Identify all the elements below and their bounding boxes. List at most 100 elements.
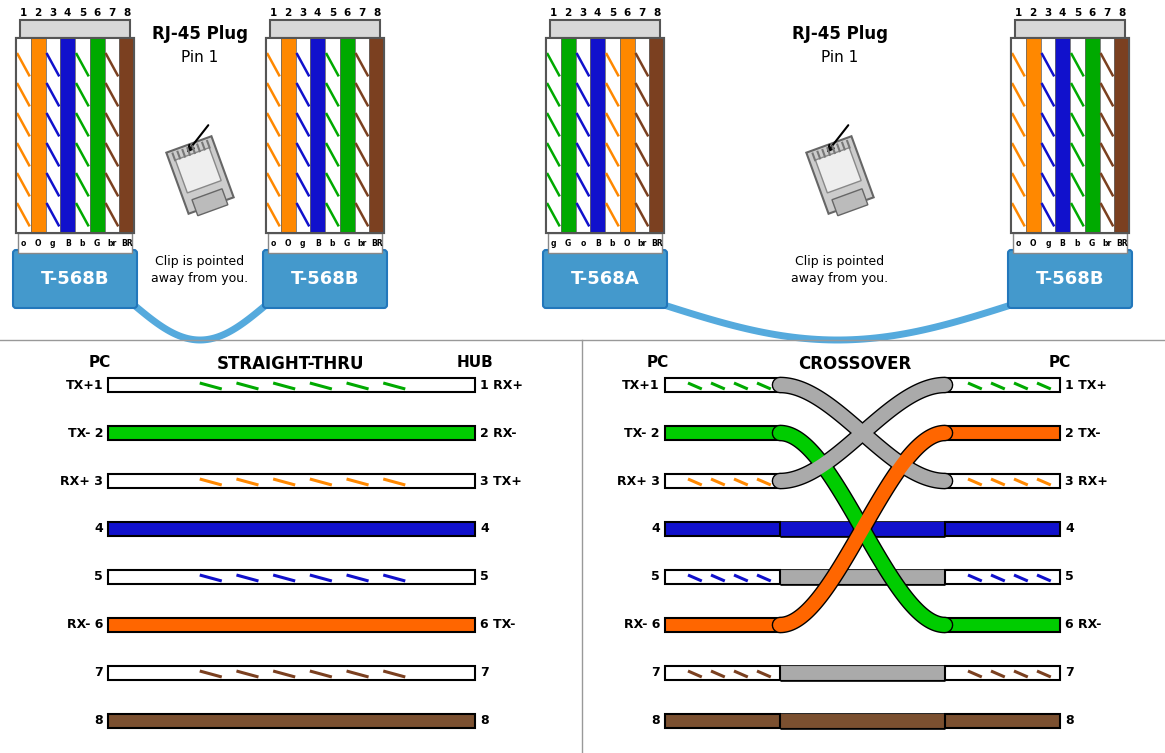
Text: 2: 2 — [284, 8, 291, 18]
Text: 7: 7 — [651, 666, 661, 679]
Polygon shape — [176, 148, 221, 193]
Bar — [119, 38, 134, 233]
Bar — [45, 38, 61, 233]
Text: PC: PC — [89, 355, 111, 370]
Bar — [665, 474, 781, 488]
Text: BR: BR — [651, 239, 663, 248]
FancyBboxPatch shape — [263, 250, 387, 308]
Bar — [665, 522, 781, 536]
Text: TX- 2: TX- 2 — [624, 426, 661, 440]
Polygon shape — [806, 136, 874, 214]
Bar — [665, 714, 781, 728]
Bar — [266, 38, 384, 233]
Text: BR: BR — [370, 239, 382, 248]
Text: g: g — [551, 239, 556, 248]
Text: 4: 4 — [1065, 523, 1074, 535]
Bar — [945, 618, 1060, 632]
Bar — [310, 38, 325, 233]
Bar — [266, 38, 384, 233]
Text: 2: 2 — [1030, 8, 1037, 18]
Bar — [1015, 20, 1125, 38]
Text: 8: 8 — [123, 8, 130, 18]
Text: g: g — [1045, 239, 1051, 248]
Bar — [105, 38, 119, 233]
Bar — [945, 426, 1060, 440]
Text: br: br — [1102, 239, 1111, 248]
Text: 6: 6 — [344, 8, 351, 18]
Text: Clip is pointed: Clip is pointed — [155, 255, 245, 268]
Text: 1: 1 — [20, 8, 27, 18]
Bar — [20, 20, 130, 38]
Text: O: O — [285, 239, 291, 248]
Text: Pin 1: Pin 1 — [182, 50, 219, 65]
Bar — [340, 38, 354, 233]
Text: TX+1: TX+1 — [65, 379, 103, 392]
Bar — [546, 38, 560, 233]
Bar — [635, 38, 649, 233]
FancyBboxPatch shape — [1008, 250, 1132, 308]
Text: B: B — [65, 239, 71, 248]
Text: 7: 7 — [1065, 666, 1074, 679]
Text: BR: BR — [121, 239, 133, 248]
Bar — [945, 522, 1060, 536]
Polygon shape — [832, 189, 868, 215]
Text: B: B — [595, 239, 600, 248]
Text: 6: 6 — [1088, 8, 1096, 18]
Text: O: O — [1030, 239, 1037, 248]
Bar — [945, 378, 1060, 392]
Bar — [620, 38, 635, 233]
Polygon shape — [167, 136, 234, 214]
Text: 3: 3 — [579, 8, 586, 18]
Text: RX- 6: RX- 6 — [66, 618, 103, 632]
Text: TX- 2: TX- 2 — [68, 426, 103, 440]
Text: BR: BR — [1116, 239, 1128, 248]
Text: 6 RX-: 6 RX- — [1065, 618, 1101, 632]
Text: 6: 6 — [623, 8, 630, 18]
Text: br: br — [358, 239, 367, 248]
Bar — [266, 38, 281, 233]
FancyBboxPatch shape — [13, 250, 137, 308]
Bar — [354, 38, 369, 233]
Text: 8: 8 — [480, 715, 488, 727]
Bar — [1011, 38, 1129, 233]
Text: 4: 4 — [64, 8, 71, 18]
Text: HUB: HUB — [457, 355, 493, 370]
Text: 4: 4 — [480, 523, 489, 535]
Text: STRAIGHT-THRU: STRAIGHT-THRU — [217, 355, 363, 373]
Bar — [16, 38, 134, 233]
Text: 7: 7 — [94, 666, 103, 679]
Polygon shape — [192, 189, 228, 215]
Bar — [268, 233, 382, 253]
Text: 2: 2 — [565, 8, 572, 18]
Text: Pin 1: Pin 1 — [821, 50, 859, 65]
Text: G: G — [565, 239, 571, 248]
Text: 1 RX+: 1 RX+ — [480, 379, 523, 392]
Text: 4: 4 — [651, 523, 661, 535]
Bar — [1055, 38, 1069, 233]
Text: 5: 5 — [329, 8, 336, 18]
Bar — [281, 38, 296, 233]
Bar — [108, 618, 475, 632]
Text: b: b — [609, 239, 615, 248]
Text: CROSSOVER: CROSSOVER — [798, 355, 912, 373]
Bar — [17, 233, 132, 253]
Bar — [108, 522, 475, 536]
Bar — [576, 38, 591, 233]
Text: b: b — [330, 239, 336, 248]
Text: 3: 3 — [49, 8, 56, 18]
Text: 8: 8 — [1065, 715, 1074, 727]
Text: 2: 2 — [35, 8, 42, 18]
Bar — [665, 570, 781, 584]
Text: T-568B: T-568B — [41, 270, 110, 288]
Text: O: O — [35, 239, 42, 248]
Text: B: B — [315, 239, 320, 248]
Text: 5: 5 — [609, 8, 616, 18]
Text: o: o — [1016, 239, 1021, 248]
Text: 1: 1 — [550, 8, 557, 18]
Bar — [649, 38, 664, 233]
Bar — [325, 38, 340, 233]
Text: g: g — [301, 239, 305, 248]
Bar — [108, 714, 475, 728]
Text: T-568B: T-568B — [291, 270, 359, 288]
Text: 3 RX+: 3 RX+ — [1065, 474, 1108, 487]
